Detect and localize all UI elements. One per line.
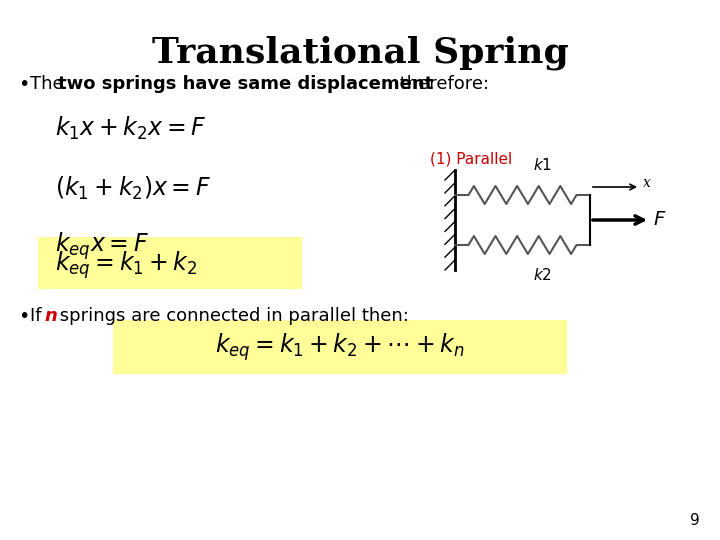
Text: 9: 9 — [690, 513, 700, 528]
Text: $k_1x + k_2x = F$: $k_1x + k_2x = F$ — [55, 115, 207, 142]
Text: If: If — [30, 307, 48, 325]
Text: x: x — [643, 176, 651, 190]
FancyBboxPatch shape — [113, 320, 567, 374]
Text: two springs have same displacement: two springs have same displacement — [58, 75, 433, 93]
Text: n: n — [44, 307, 57, 325]
Text: $k1$: $k1$ — [533, 157, 552, 173]
Text: The: The — [30, 75, 69, 93]
Text: $k2$: $k2$ — [533, 267, 552, 283]
Text: $(k_1 + k_2)x = F$: $(k_1 + k_2)x = F$ — [55, 175, 211, 202]
Text: $F$: $F$ — [653, 211, 667, 229]
Text: •: • — [18, 307, 30, 326]
Text: (1) Parallel: (1) Parallel — [430, 152, 512, 167]
FancyBboxPatch shape — [38, 237, 302, 289]
Text: $k_{eq} = k_1 + k_2$: $k_{eq} = k_1 + k_2$ — [55, 249, 197, 281]
Text: •: • — [18, 75, 30, 94]
Text: springs are connected in parallel then:: springs are connected in parallel then: — [54, 307, 409, 325]
Text: $k_{eq}x = F$: $k_{eq}x = F$ — [55, 230, 149, 262]
Text: $k_{eq} = k_1 + k_2 + \cdots + k_n$: $k_{eq} = k_1 + k_2 + \cdots + k_n$ — [215, 331, 464, 363]
Text: therefore:: therefore: — [394, 75, 489, 93]
Text: Translational Spring: Translational Spring — [152, 35, 568, 70]
